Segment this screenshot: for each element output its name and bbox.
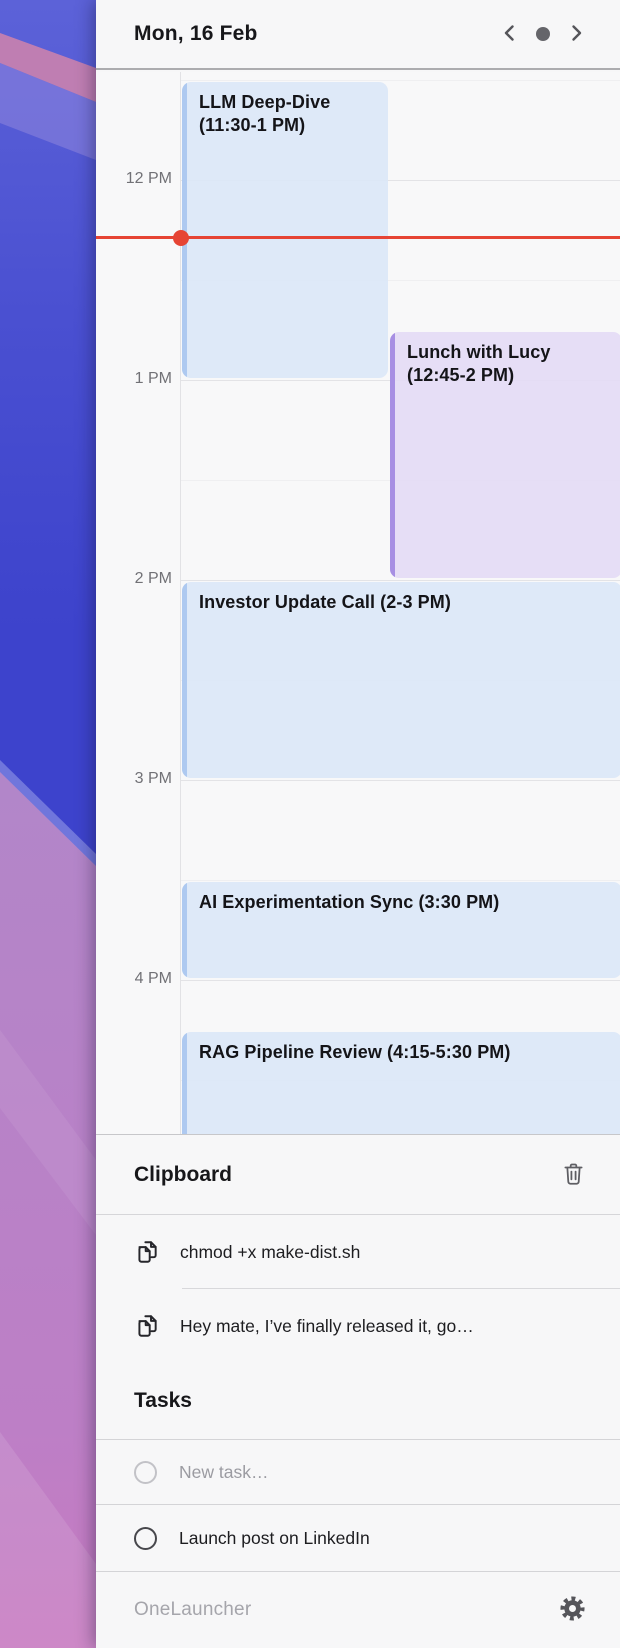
hour-gridline bbox=[181, 980, 620, 981]
event-title: LLM Deep-Dive (11:30-1 PM) bbox=[199, 92, 331, 136]
current-time-dot bbox=[173, 230, 189, 246]
divider bbox=[182, 1288, 620, 1289]
task-item[interactable]: Launch post on LinkedIn bbox=[96, 1505, 620, 1572]
tasks-title: Tasks bbox=[134, 1388, 192, 1412]
next-day-button[interactable] bbox=[564, 21, 588, 48]
chevron-left-icon bbox=[500, 23, 520, 46]
date-nav bbox=[498, 21, 588, 48]
calendar-event[interactable]: LLM Deep-Dive (11:30-1 PM) bbox=[182, 82, 388, 378]
gear-icon bbox=[559, 1595, 586, 1625]
task-label: Launch post on LinkedIn bbox=[179, 1527, 370, 1548]
calendar-header: Mon, 16 Feb bbox=[96, 0, 620, 70]
clipboard-title: Clipboard bbox=[134, 1162, 232, 1186]
clipboard-item[interactable]: Hey mate, I’ve finally released it, go… bbox=[96, 1289, 620, 1363]
calendar-event[interactable]: RAG Pipeline Review (4:15-5:30 PM) bbox=[182, 1032, 620, 1134]
clipboard-item-text: Hey mate, I’ve finally released it, go… bbox=[180, 1315, 474, 1336]
date-label: Mon, 16 Feb bbox=[134, 22, 258, 45]
event-title: RAG Pipeline Review (4:15-5:30 PM) bbox=[199, 1042, 511, 1062]
hour-label: 4 PM bbox=[134, 970, 172, 987]
hour-gridline bbox=[181, 580, 620, 581]
clipboard-item[interactable]: chmod +x make-dist.sh bbox=[96, 1215, 620, 1289]
task-checkbox-circle-icon[interactable] bbox=[134, 1526, 157, 1550]
desktop-wallpaper bbox=[0, 0, 96, 1648]
new-task-input[interactable] bbox=[179, 1461, 588, 1483]
copy-icon bbox=[134, 1239, 160, 1265]
calendar-event[interactable]: AI Experimentation Sync (3:30 PM) bbox=[182, 882, 620, 978]
half-hour-gridline bbox=[181, 280, 620, 281]
trash-icon bbox=[561, 1161, 586, 1189]
new-task-row[interactable] bbox=[96, 1440, 620, 1505]
event-color-bar bbox=[182, 1032, 187, 1134]
event-color-bar bbox=[182, 582, 187, 778]
half-hour-gridline bbox=[181, 80, 620, 81]
today-dot-icon bbox=[536, 27, 550, 41]
prev-day-button[interactable] bbox=[498, 21, 522, 48]
hour-gridline bbox=[181, 180, 620, 181]
clipboard-item-text: chmod +x make-dist.sh bbox=[180, 1241, 361, 1262]
hour-label: 3 PM bbox=[134, 770, 172, 787]
tasks-section-header: Tasks bbox=[96, 1362, 620, 1440]
hour-label: 2 PM bbox=[134, 570, 172, 587]
event-color-bar bbox=[390, 332, 395, 578]
event-title: Lunch with Lucy (12:45-2 PM) bbox=[407, 342, 551, 386]
event-title: AI Experimentation Sync (3:30 PM) bbox=[199, 892, 500, 912]
copy-icon bbox=[134, 1313, 160, 1339]
today-button[interactable] bbox=[534, 25, 552, 43]
app-name: OneLauncher bbox=[134, 1599, 252, 1620]
widget-panel: Mon, 16 Feb 12 PM 1 PM 2 PM 3 PM 4 PM LLM De… bbox=[96, 0, 620, 1648]
event-color-bar bbox=[182, 882, 187, 978]
calendar-event[interactable]: Lunch with Lucy (12:45-2 PM) bbox=[390, 332, 620, 578]
hour-label: 1 PM bbox=[134, 370, 172, 387]
clipboard-section-header: Clipboard bbox=[96, 1134, 620, 1215]
half-hour-gridline bbox=[181, 880, 620, 881]
calendar-day-view: 12 PM 1 PM 2 PM 3 PM 4 PM LLM Deep-Dive (11:… bbox=[96, 72, 620, 1134]
event-title: Investor Update Call (2-3 PM) bbox=[199, 592, 451, 612]
clear-clipboard-button[interactable] bbox=[559, 1159, 588, 1191]
calendar-event[interactable]: Investor Update Call (2-3 PM) bbox=[182, 582, 620, 778]
hour-gridline bbox=[181, 780, 620, 781]
chevron-right-icon bbox=[566, 23, 586, 46]
settings-button[interactable] bbox=[557, 1593, 588, 1627]
time-column-separator bbox=[180, 72, 181, 1134]
new-task-circle-icon bbox=[134, 1460, 157, 1484]
hour-label: 12 PM bbox=[125, 170, 172, 187]
panel-footer: OneLauncher bbox=[96, 1572, 620, 1648]
current-time-indicator bbox=[96, 230, 620, 246]
